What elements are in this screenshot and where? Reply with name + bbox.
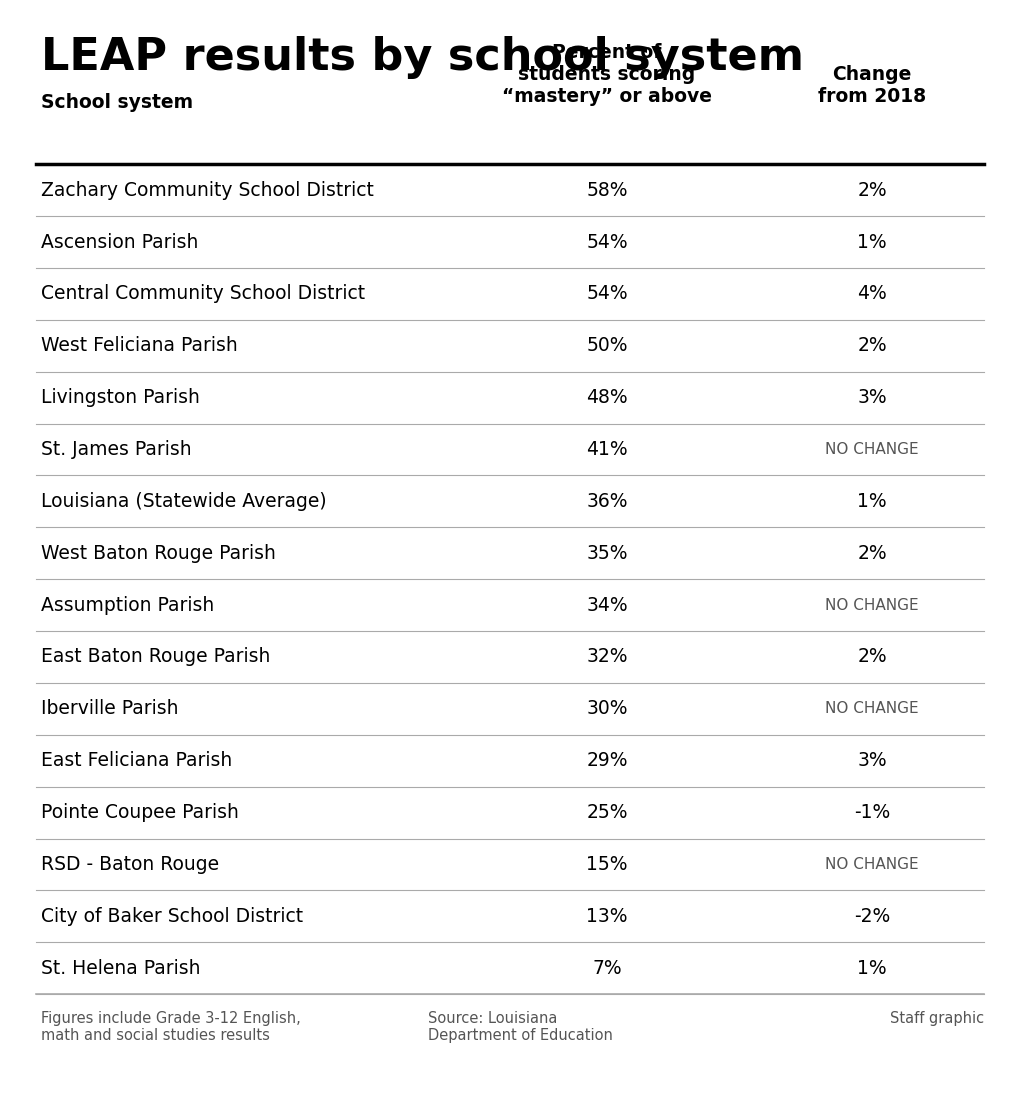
Text: Ascension Parish: Ascension Parish: [41, 232, 198, 251]
Text: St. Helena Parish: St. Helena Parish: [41, 958, 200, 977]
Text: 50%: 50%: [586, 336, 627, 355]
Text: West Feliciana Parish: West Feliciana Parish: [41, 336, 237, 355]
Text: -1%: -1%: [853, 803, 890, 822]
Text: Change
from 2018: Change from 2018: [817, 65, 925, 106]
Text: 54%: 54%: [586, 285, 627, 304]
Text: 3%: 3%: [856, 388, 887, 407]
Text: 30%: 30%: [586, 699, 627, 718]
Text: 7%: 7%: [591, 958, 622, 977]
Text: 2%: 2%: [856, 544, 887, 563]
Text: 4%: 4%: [856, 285, 887, 304]
Text: Louisiana (Statewide Average): Louisiana (Statewide Average): [41, 491, 326, 510]
Text: NO CHANGE: NO CHANGE: [824, 701, 918, 716]
Text: RSD - Baton Rouge: RSD - Baton Rouge: [41, 855, 219, 873]
Text: NO CHANGE: NO CHANGE: [824, 857, 918, 872]
Text: Assumption Parish: Assumption Parish: [41, 595, 214, 614]
Text: NO CHANGE: NO CHANGE: [824, 598, 918, 612]
Text: Source: Louisiana
Department of Education: Source: Louisiana Department of Educatio…: [428, 1011, 612, 1043]
Text: 1%: 1%: [856, 491, 887, 510]
Text: 1%: 1%: [856, 958, 887, 977]
Text: 54%: 54%: [586, 232, 627, 251]
Text: 48%: 48%: [586, 388, 627, 407]
Text: 2%: 2%: [856, 181, 887, 200]
Text: St. James Parish: St. James Parish: [41, 440, 192, 459]
Text: 32%: 32%: [586, 648, 627, 667]
Text: 15%: 15%: [586, 855, 627, 873]
Text: East Feliciana Parish: East Feliciana Parish: [41, 752, 232, 771]
Text: 29%: 29%: [586, 752, 627, 771]
Text: 35%: 35%: [586, 544, 627, 563]
Text: Central Community School District: Central Community School District: [41, 285, 365, 304]
Text: 3%: 3%: [856, 752, 887, 771]
Text: NO CHANGE: NO CHANGE: [824, 442, 918, 457]
Text: Iberville Parish: Iberville Parish: [41, 699, 178, 718]
Text: City of Baker School District: City of Baker School District: [41, 907, 303, 926]
Text: 13%: 13%: [586, 907, 627, 926]
Text: Figures include Grade 3-12 English,
math and social studies results: Figures include Grade 3-12 English, math…: [41, 1011, 301, 1043]
Text: Percent of
students scoring
“mastery” or above: Percent of students scoring “mastery” or…: [501, 44, 711, 106]
Text: Staff graphic: Staff graphic: [890, 1011, 983, 1025]
Text: Pointe Coupee Parish: Pointe Coupee Parish: [41, 803, 238, 822]
Text: 36%: 36%: [586, 491, 627, 510]
Text: East Baton Rouge Parish: East Baton Rouge Parish: [41, 648, 270, 667]
Text: 58%: 58%: [586, 181, 627, 200]
Text: 25%: 25%: [586, 803, 627, 822]
Text: LEAP results by school system: LEAP results by school system: [41, 36, 803, 78]
Text: 41%: 41%: [586, 440, 627, 459]
Text: 1%: 1%: [856, 232, 887, 251]
Text: School system: School system: [41, 93, 193, 112]
Text: Zachary Community School District: Zachary Community School District: [41, 181, 373, 200]
Text: West Baton Rouge Parish: West Baton Rouge Parish: [41, 544, 275, 563]
Text: -2%: -2%: [853, 907, 890, 926]
Text: 2%: 2%: [856, 336, 887, 355]
Text: 2%: 2%: [856, 648, 887, 667]
Text: 34%: 34%: [586, 595, 627, 614]
Text: Livingston Parish: Livingston Parish: [41, 388, 200, 407]
